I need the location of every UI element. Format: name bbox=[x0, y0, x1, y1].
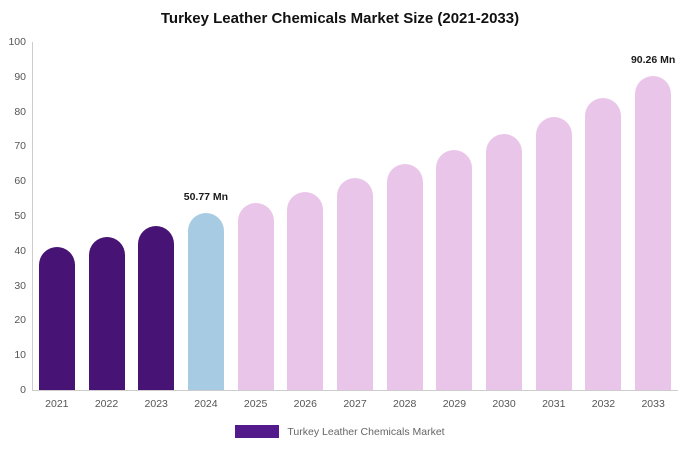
bar-2033[interactable] bbox=[635, 75, 672, 390]
y-tick-label: 30 bbox=[14, 279, 26, 292]
x-tick-label: 2031 bbox=[542, 398, 566, 410]
x-tick-label: 2021 bbox=[45, 398, 69, 410]
bar-2025[interactable] bbox=[237, 203, 274, 390]
x-tick-label: 2033 bbox=[641, 398, 665, 410]
bar-2024[interactable] bbox=[187, 213, 224, 390]
y-tick-label: 40 bbox=[14, 244, 26, 257]
bar-value-annotation: 50.77 Mn bbox=[183, 191, 229, 204]
legend: Turkey Leather Chemicals Market bbox=[0, 425, 680, 438]
y-tick-label: 20 bbox=[14, 314, 26, 327]
x-tick-label: 2026 bbox=[293, 398, 317, 410]
bar-2030[interactable] bbox=[486, 133, 523, 390]
x-tick-label: 2022 bbox=[94, 398, 119, 410]
bar-2029[interactable] bbox=[436, 149, 473, 390]
bar-2031[interactable] bbox=[535, 117, 572, 390]
x-tick-label: 2027 bbox=[343, 398, 367, 410]
y-tick-label: 50 bbox=[14, 210, 26, 222]
x-tick-label: 2032 bbox=[591, 398, 616, 410]
y-axis-line bbox=[32, 42, 33, 390]
x-tick-label: 2025 bbox=[243, 398, 268, 410]
bar-2022[interactable] bbox=[88, 236, 125, 390]
y-tick-label: 70 bbox=[14, 140, 26, 153]
y-tick-label: 100 bbox=[8, 36, 26, 48]
bar-2021[interactable] bbox=[38, 247, 75, 390]
y-tick-label: 10 bbox=[14, 349, 26, 362]
bar-2026[interactable] bbox=[287, 191, 324, 390]
x-tick-label: 2028 bbox=[393, 398, 417, 410]
x-tick-label: 2023 bbox=[144, 398, 168, 410]
x-tick-label: 2030 bbox=[492, 398, 516, 410]
legend-label: Turkey Leather Chemicals Market bbox=[287, 425, 445, 438]
bar-2032[interactable] bbox=[585, 98, 622, 390]
y-tick-label: 90 bbox=[14, 70, 26, 83]
bar-2027[interactable] bbox=[337, 178, 373, 390]
bar-2028[interactable] bbox=[386, 164, 423, 390]
y-tick-label: 80 bbox=[14, 105, 26, 118]
legend-swatch bbox=[235, 425, 280, 438]
y-tick-label: 0 bbox=[20, 384, 26, 396]
x-tick-label: 2029 bbox=[442, 398, 467, 410]
x-axis-line bbox=[32, 390, 678, 391]
chart-title: Turkey Leather Chemicals Market Size (20… bbox=[160, 10, 520, 27]
bar-2023[interactable] bbox=[138, 225, 175, 390]
y-tick-label: 60 bbox=[14, 175, 26, 188]
bar-value-annotation: 90.26 Mn bbox=[630, 53, 676, 66]
x-tick-label: 2024 bbox=[194, 398, 218, 410]
